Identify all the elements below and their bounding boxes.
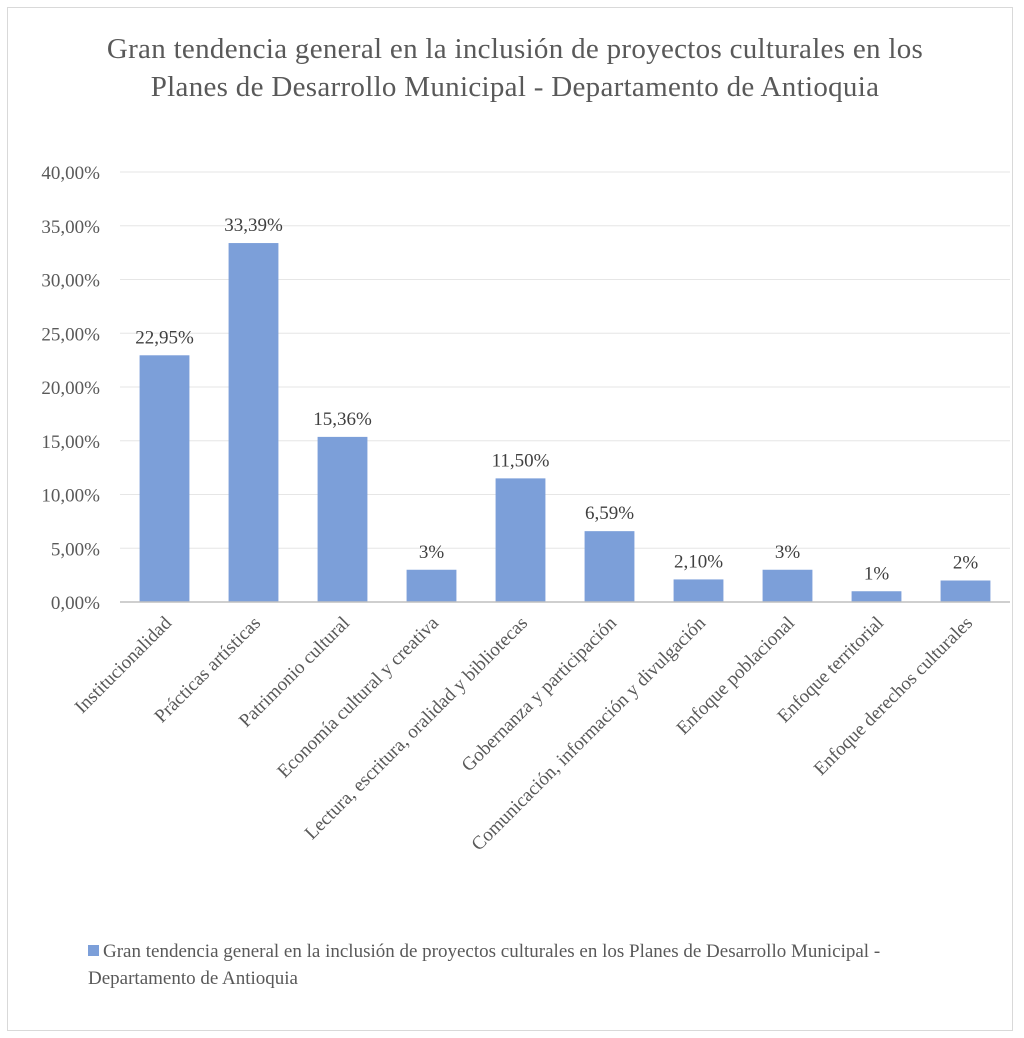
y-axis-tick-labels: 0,00% 5,00% 10,00% 15,00% 20,00% 25,00% 30,00%…: [41, 163, 100, 614]
y-tick-label: 35,00%: [41, 217, 100, 238]
data-label: 33,39%: [224, 215, 283, 236]
y-tick-label: 15,00%: [41, 432, 100, 453]
bars: [139, 243, 991, 602]
bar: [762, 569, 813, 602]
bar: [228, 243, 279, 602]
bar: [406, 569, 457, 602]
data-label: 3%: [775, 542, 801, 563]
bar: [673, 579, 724, 602]
data-label: 6,59%: [585, 503, 634, 524]
data-label: 2,10%: [674, 551, 723, 572]
y-tick-label: 10,00%: [41, 486, 100, 507]
y-tick-label: 30,00%: [41, 271, 100, 292]
chart-title: Gran tendencia general en la inclusión d…: [106, 33, 924, 103]
data-label: 11,50%: [492, 450, 550, 471]
y-tick-label: 5,00%: [51, 539, 100, 560]
legend: Gran tendencia general en la inclusión d…: [88, 938, 988, 992]
y-tick-label: 40,00%: [41, 163, 100, 184]
legend-label: Gran tendencia general en la inclusión d…: [88, 941, 881, 989]
x-category-label: Gobernanza y participación: [458, 612, 622, 776]
data-label: 2%: [953, 553, 979, 574]
bar: [851, 591, 902, 602]
data-labels: 22,95% 33,39% 15,36% 3% 11,50% 6,59% 2,10% 3% 1%…: [135, 215, 978, 584]
bar: [317, 436, 368, 602]
bar: [584, 531, 635, 602]
y-tick-label: 20,00%: [41, 378, 100, 399]
y-tick-label: 0,00%: [51, 593, 100, 614]
bar: [495, 478, 546, 602]
data-label: 22,95%: [135, 327, 194, 348]
x-category-label: Enfoque derechos culturales: [810, 613, 977, 780]
x-category-label: Economía cultural y creativa: [273, 612, 443, 782]
data-label: 3%: [419, 542, 445, 563]
legend-swatch: [88, 945, 99, 956]
data-label: 1%: [864, 563, 890, 584]
y-tick-label: 25,00%: [41, 324, 100, 345]
bar: [940, 580, 991, 602]
data-label: 15,36%: [313, 409, 372, 430]
bar: [139, 355, 190, 602]
